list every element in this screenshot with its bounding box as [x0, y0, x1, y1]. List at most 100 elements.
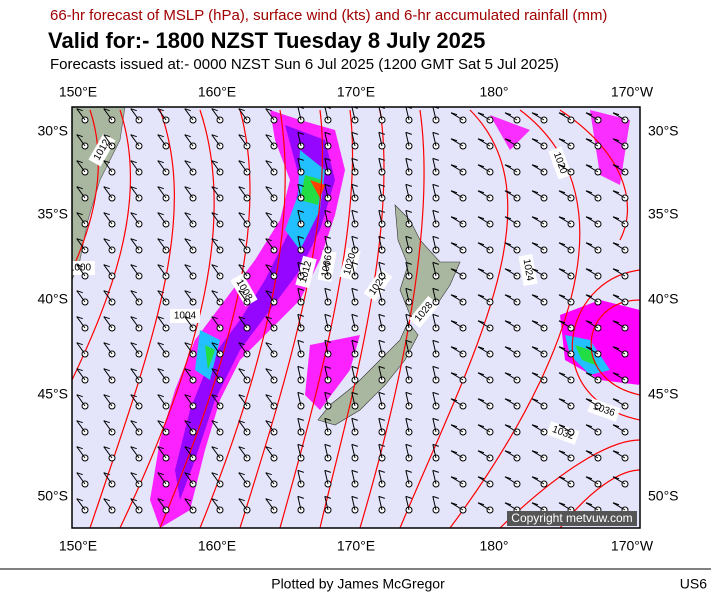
wind-barb: [405, 313, 413, 332]
wind-barb-staff: [324, 444, 329, 459]
wind-barb-staff: [76, 264, 86, 277]
wind-barb-feather: [558, 476, 566, 480]
wind-barb-staff: [103, 368, 113, 381]
wind-barb-feather: [558, 502, 566, 506]
wind-barb-feather: [211, 108, 218, 112]
wind-barb-staff: [378, 392, 383, 407]
wind-barb-staff: [157, 160, 167, 173]
wind-barb-staff: [531, 502, 545, 511]
wind-barb-staff: [612, 424, 626, 433]
wind-barb: [504, 398, 521, 410]
wind-barb-feather: [450, 450, 458, 454]
wind-barb-feather: [130, 472, 137, 476]
wind-barb-feather: [432, 261, 439, 265]
wind-barb-feather: [612, 320, 620, 324]
wind-barb-feather: [378, 365, 385, 369]
lat-label: 50°S: [37, 488, 68, 504]
wind-barb: [211, 108, 224, 124]
wind-barb-staff: [238, 498, 248, 511]
wind-barb-staff: [432, 262, 437, 277]
wind-barb: [531, 294, 548, 306]
wind-barb: [324, 339, 332, 358]
wind-barb: [477, 398, 494, 410]
wind-barb-staff: [504, 164, 518, 173]
wind-barb: [211, 238, 224, 254]
wind-barb-feather: [378, 443, 385, 447]
wind-barb-feather: [76, 212, 83, 216]
wind-barb-staff: [612, 502, 626, 511]
wind-barb-staff: [504, 294, 518, 303]
wind-barb-feather: [184, 394, 191, 398]
wind-barb: [351, 131, 359, 150]
wind-barb-staff: [351, 314, 356, 329]
wind-barb-feather: [378, 391, 385, 395]
wind-barb: [405, 391, 413, 410]
wind-barb: [184, 290, 197, 306]
wind-barb: [504, 164, 521, 176]
wind-barb-staff: [477, 190, 491, 199]
wind-barb: [103, 264, 116, 280]
wind-barb-staff: [504, 346, 518, 355]
wind-barb-staff: [184, 394, 194, 407]
wind-barb-staff: [504, 112, 518, 121]
wind-barb: [405, 443, 413, 462]
lat-label: 40°S: [37, 291, 68, 307]
wind-barb: [351, 495, 359, 514]
wind-barb-staff: [477, 294, 491, 303]
wind-barb-feather: [130, 160, 137, 164]
wind-barb: [405, 339, 413, 358]
wind-barb: [504, 268, 521, 280]
wind-barb: [351, 209, 359, 228]
wind-barb: [432, 313, 440, 332]
wind-barb-feather: [477, 112, 485, 116]
wind-barb-staff: [324, 210, 329, 225]
wind-barb-feather: [211, 212, 218, 216]
rain-area-4: [490, 110, 630, 185]
wind-barb-staff: [184, 368, 194, 381]
wind-barb: [265, 264, 278, 280]
wind-barb: [450, 346, 467, 358]
isobar: [72, 109, 132, 381]
wind-barb-staff: [238, 264, 248, 277]
wind-barb: [265, 212, 278, 228]
wind-barb: [297, 469, 305, 488]
wind-barb: [378, 365, 386, 384]
wind-barb: [297, 131, 305, 150]
isobar-label-group: 1020: [548, 146, 572, 180]
wind-barb-feather: [612, 268, 620, 272]
wind-barb-feather: [531, 268, 539, 272]
wind-barb-staff: [324, 158, 329, 173]
wind-barb-staff: [450, 424, 464, 433]
wind-barb-staff: [297, 184, 302, 199]
wind-barb-feather: [504, 138, 512, 142]
wind-barb: [585, 242, 602, 254]
wind-barb: [378, 469, 386, 488]
wind-barb-staff: [432, 210, 437, 225]
wind-barb-staff: [211, 290, 221, 303]
wind-barb: [103, 108, 116, 124]
wind-barb-staff: [130, 238, 140, 251]
wind-barb: [450, 268, 467, 280]
wind-barb: [157, 186, 170, 202]
wind-barb-feather: [612, 450, 620, 454]
wind-barb: [477, 346, 494, 358]
wind-barb-staff: [612, 190, 626, 199]
wind-barb-feather: [531, 242, 539, 246]
wind-barb-feather: [265, 342, 272, 346]
wind-barb: [612, 138, 629, 150]
wind-barb-staff: [558, 268, 572, 277]
wind-barb-staff: [103, 498, 113, 511]
wind-barb-staff: [324, 366, 329, 381]
wind-barb: [585, 372, 602, 384]
wind-barb-staff: [157, 342, 167, 355]
wind-barb-staff: [405, 288, 410, 303]
wind-barb: [477, 372, 494, 384]
wind-barb: [157, 368, 170, 384]
wind-barb: [504, 372, 521, 384]
wind-barb-staff: [157, 316, 167, 329]
wind-barb-feather: [130, 238, 137, 242]
wind-barb-feather: [450, 372, 458, 376]
wind-barb-feather: [432, 391, 439, 395]
wind-barb-feather: [504, 242, 512, 246]
